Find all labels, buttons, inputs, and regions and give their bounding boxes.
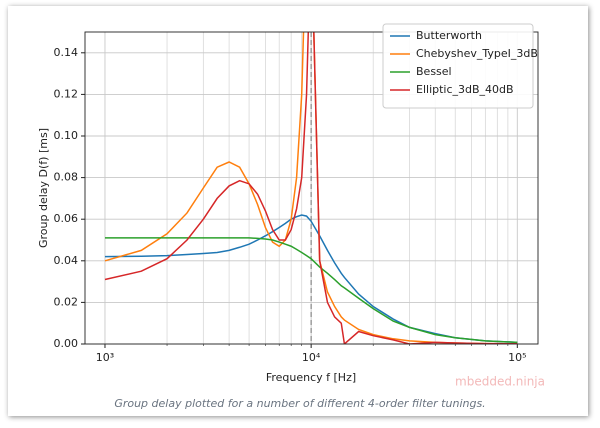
x-tick-label: 10⁵ — [508, 351, 526, 364]
y-tick-label: 0.02 — [54, 295, 79, 308]
y-tick-label: 0.12 — [54, 87, 79, 100]
series-line — [104, 214, 518, 344]
caption: Group delay plotted for a number of diff… — [114, 397, 485, 410]
y-tick-label: 0.04 — [54, 254, 79, 267]
legend-box — [382, 23, 534, 109]
plot-frame — [84, 31, 539, 345]
y-tick-label: 0.00 — [54, 337, 79, 350]
x-tick-label: 10³ — [96, 351, 114, 364]
y-tick-label: 0.06 — [54, 212, 79, 225]
legend-label: Bessel — [416, 65, 452, 78]
y-tick-label: 0.08 — [54, 171, 79, 184]
series-group — [104, 32, 518, 344]
legend-label: Chebyshev_TypeI_3dB — [416, 47, 538, 60]
series-line — [104, 32, 518, 344]
y-axis-label: Group delay D(f) [ms] — [37, 128, 50, 248]
legend-label: Elliptic_3dB_40dB — [416, 83, 514, 96]
series-line — [104, 237, 518, 344]
watermark: mbedded.ninja — [455, 375, 545, 389]
x-tick-label: 10⁴ — [302, 351, 321, 364]
y-tick-label: 0.14 — [54, 46, 79, 59]
y-tick-label: 0.10 — [54, 129, 79, 142]
series-line — [104, 32, 518, 344]
x-axis-label: Frequency f [Hz] — [266, 371, 356, 384]
legend-label: Butterworth — [416, 29, 482, 42]
